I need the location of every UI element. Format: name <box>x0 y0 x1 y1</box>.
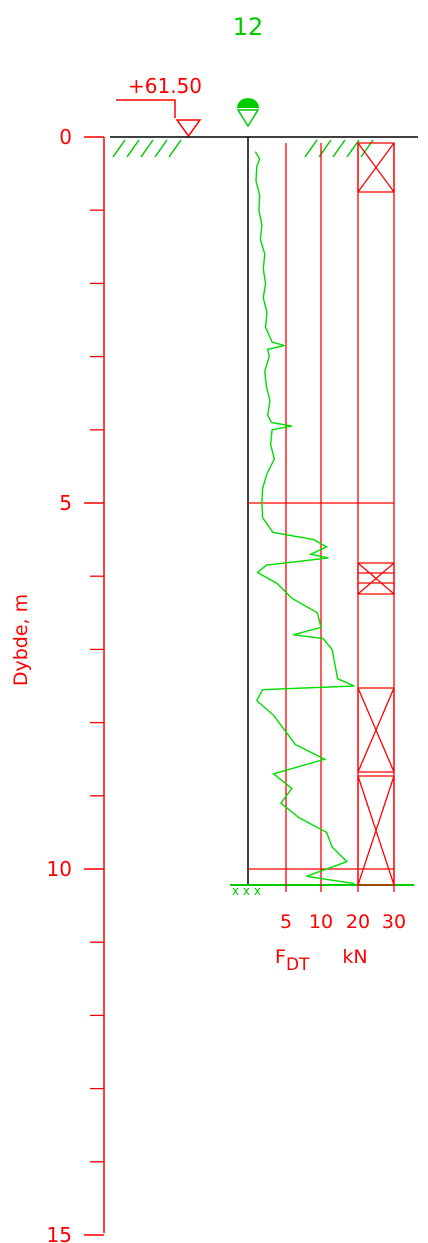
x-axis-labels: 5 10 20 30 FDT kN <box>275 911 406 975</box>
x-axis-title: FDT <box>275 946 310 975</box>
elevation-leader-line <box>116 99 176 118</box>
depth-axis-title: Dybde, m <box>10 594 32 686</box>
force-curve <box>254 151 355 885</box>
rotation-box-3 <box>357 687 395 773</box>
x-axis-title-sub: DT <box>286 955 310 975</box>
depth-tick-label: 10 <box>47 857 72 881</box>
rotation-box-2 <box>357 562 395 595</box>
x-tick-5: 5 <box>280 911 292 933</box>
elevation-marker: +61.50 <box>116 74 202 138</box>
borehole-symbol <box>236 98 260 128</box>
rotation-box-4 <box>357 775 395 886</box>
x-axis-unit: kN <box>342 946 367 968</box>
borehole-triangle-icon <box>236 109 260 128</box>
sounding-frame: x x x <box>230 137 414 898</box>
depth-axis: 0 5 10 15 Dybde, m <box>10 125 105 1243</box>
depth-tick-label: 5 <box>59 491 72 515</box>
x-tick-20: 20 <box>346 911 370 933</box>
depth-major-ticks: 0 5 10 15 <box>47 125 104 1243</box>
rotation-boxes <box>357 142 395 886</box>
x-tick-10: 10 <box>309 911 333 933</box>
elevation-label: +61.50 <box>128 74 202 98</box>
ground-hatch-left <box>112 139 182 158</box>
x-axis-title-main: F <box>275 946 286 968</box>
depth-tick-label: 0 <box>59 125 72 149</box>
borehole-dome-icon <box>237 98 259 108</box>
rotation-box-1 <box>357 142 395 193</box>
water-level-triangle <box>175 119 202 138</box>
depth-tick-label: 15 <box>47 1223 72 1243</box>
stop-marks: x x x <box>232 884 261 898</box>
ground-hatch-right <box>304 139 374 158</box>
x-tick-30: 30 <box>382 911 406 933</box>
chart-title: 12 <box>233 13 264 41</box>
scale-lines <box>285 143 395 892</box>
depth-minor-ticks <box>90 209 104 1163</box>
